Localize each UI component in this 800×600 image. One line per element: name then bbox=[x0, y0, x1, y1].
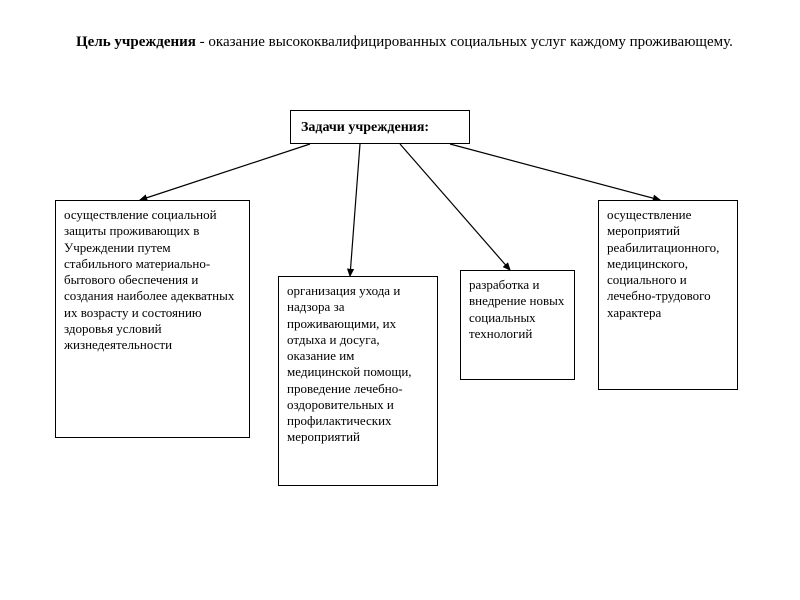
task-box-1: осуществление социальной защиты проживаю… bbox=[55, 200, 250, 438]
task-box-4: осуществление мероприятий реабилитационн… bbox=[598, 200, 738, 390]
task-box-4-text: осуществление мероприятий реабилитационн… bbox=[607, 207, 719, 320]
heading-rest: - оказание высококвалифицированных социа… bbox=[196, 34, 733, 50]
tasks-title-box: Задачи учреждения: bbox=[290, 110, 470, 144]
tasks-title-label: Задачи учреждения: bbox=[301, 120, 429, 135]
task-box-1-text: осуществление социальной защиты проживаю… bbox=[64, 207, 234, 352]
task-box-2: организация ухода и надзора за проживающ… bbox=[278, 276, 438, 486]
page-heading: Цель учреждения - оказание высококвалифи… bbox=[76, 32, 740, 52]
heading-bold: Цель учреждения bbox=[76, 34, 196, 50]
task-box-3: разработка и внедрение новых социальных … bbox=[460, 270, 575, 380]
task-box-2-text: организация ухода и надзора за проживающ… bbox=[287, 283, 412, 444]
task-box-3-text: разработка и внедрение новых социальных … bbox=[469, 277, 564, 341]
